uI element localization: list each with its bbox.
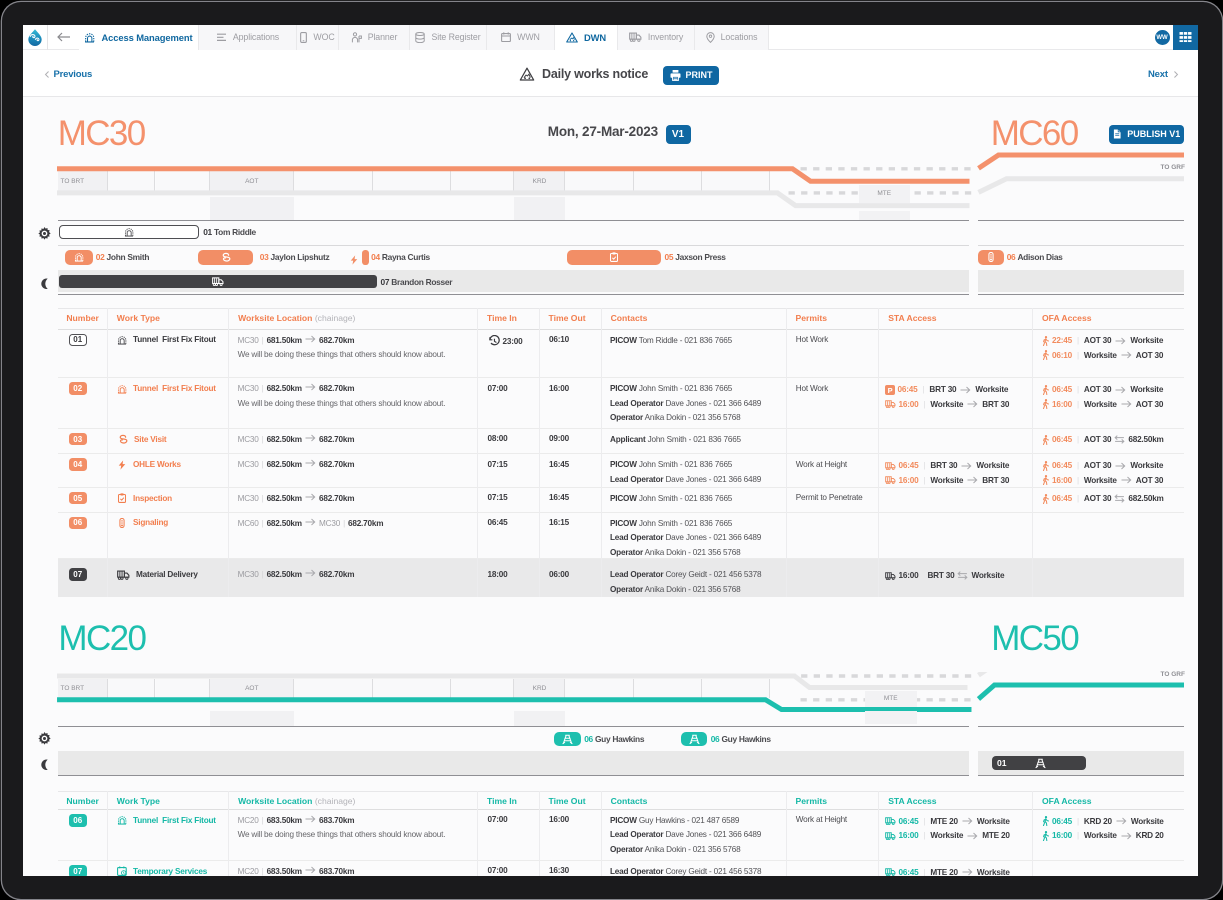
svg-text:P: P (887, 385, 892, 394)
